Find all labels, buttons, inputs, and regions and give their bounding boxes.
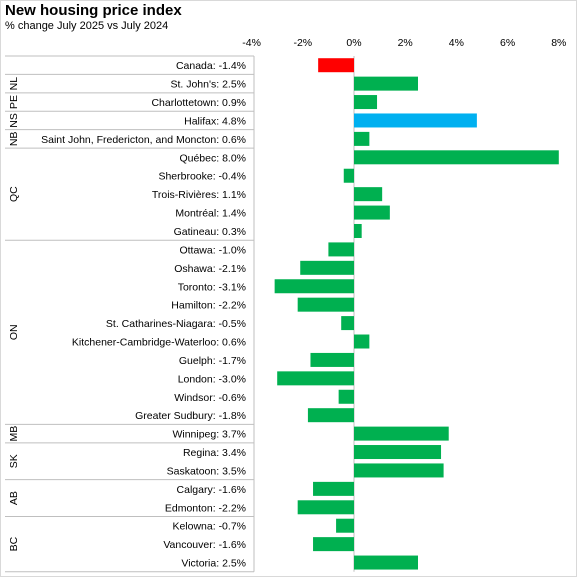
x-axis-ticks: -4% -2% 0% 2% 4% 6% 8%	[242, 37, 566, 49]
bar	[354, 150, 559, 165]
category-label: Vancouver: -1.6%	[163, 539, 246, 551]
bar	[277, 371, 354, 386]
province-label: SK	[8, 454, 20, 468]
bar	[313, 481, 354, 496]
chart-subtitle: % change July 2025 vs July 2024	[5, 20, 169, 32]
category-label: Edmonton: -2.2%	[165, 502, 246, 514]
category-label: Windsor: -0.6%	[174, 392, 246, 404]
bar	[354, 334, 370, 349]
category-label: Toronto: -3.1%	[178, 281, 246, 293]
category-label: Kelowna: -0.7%	[172, 521, 246, 533]
bar	[307, 408, 354, 423]
bar-rows: Canada: -1.4% St. John's: 2.5% Charlotteto…	[41, 58, 559, 570]
x-tick-label: 6%	[500, 37, 515, 49]
bar	[354, 445, 442, 460]
province-label: ON	[8, 324, 20, 340]
bar	[354, 426, 449, 441]
x-tick-label: -4%	[242, 37, 261, 49]
category-label: Saint John, Fredericton, and Moncton: 0.…	[41, 134, 246, 146]
category-label: Kitchener-Cambridge-Waterloo: 0.6%	[72, 337, 246, 349]
category-label: Ottawa: -1.0%	[179, 244, 246, 256]
province-label: MB	[8, 426, 20, 442]
province-label: NL	[8, 77, 20, 91]
x-tick-label: 8%	[551, 37, 566, 49]
province-label: QC	[8, 186, 20, 202]
province-label: BC	[8, 536, 20, 551]
category-label: Saskatoon: 3.5%	[167, 465, 246, 477]
x-tick-label: -2%	[293, 37, 312, 49]
bar	[354, 76, 418, 91]
x-tick-label: 4%	[449, 37, 464, 49]
bar	[318, 58, 354, 73]
bar	[354, 113, 477, 128]
category-label: Guelph: -1.7%	[179, 355, 246, 367]
category-label: St. Catharines-Niagara: -0.5%	[106, 318, 246, 330]
category-label: Hamilton: -2.2%	[171, 300, 246, 312]
category-label: London: -3.0%	[178, 373, 246, 385]
province-label: NS	[8, 113, 20, 128]
category-label: Sherbrooke: -0.4%	[158, 171, 246, 183]
bar	[354, 131, 370, 146]
category-label: Canada: -1.4%	[176, 60, 246, 72]
x-tick-label: 0%	[346, 37, 361, 49]
category-label: Winnipeg: 3.7%	[172, 429, 246, 441]
category-label: St. John's: 2.5%	[170, 79, 246, 91]
category-label: Oshawa: -2.1%	[174, 263, 246, 275]
bar	[336, 518, 354, 533]
x-tick-label: 2%	[398, 37, 413, 49]
category-label: Greater Sudbury: -1.8%	[135, 410, 246, 422]
bar	[310, 352, 354, 367]
bar	[297, 500, 354, 515]
category-label: Québec: 8.0%	[179, 152, 246, 164]
chart-title: New housing price index	[5, 2, 182, 19]
category-label: Charlottetown: 0.9%	[151, 97, 246, 109]
bar	[341, 316, 354, 331]
bar	[354, 187, 383, 202]
bar	[343, 168, 354, 183]
bar	[354, 555, 418, 570]
category-label: Calgary: -1.6%	[177, 484, 246, 496]
bar	[354, 223, 362, 238]
category-label: Gatineau: 0.3%	[174, 226, 246, 238]
category-label: Victoria: 2.5%	[181, 558, 246, 570]
bar	[338, 389, 354, 404]
bar	[354, 463, 444, 478]
category-label: Halifax: 4.8%	[184, 115, 246, 127]
bar	[297, 297, 354, 312]
category-label: Montréal: 1.4%	[175, 208, 246, 220]
bar	[300, 260, 354, 275]
province-label: PE	[8, 95, 20, 109]
bar	[274, 279, 354, 294]
bar	[313, 537, 354, 552]
bar	[328, 242, 354, 257]
province-label: NB	[8, 132, 20, 147]
bar	[354, 205, 390, 220]
category-label: Regina: 3.4%	[183, 447, 246, 459]
category-axis: NL PE NS NB QC ON MB SK AB BC	[5, 55, 355, 573]
bar	[354, 95, 378, 110]
province-label: AB	[8, 491, 20, 505]
category-label: Trois-Rivières: 1.1%	[152, 189, 246, 201]
